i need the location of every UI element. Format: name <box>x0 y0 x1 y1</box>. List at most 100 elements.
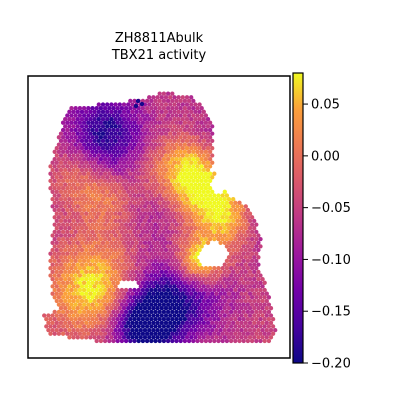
tissue-spot <box>60 324 66 329</box>
tissue-spot <box>128 178 133 184</box>
tissue-spot <box>142 335 148 340</box>
tissue-spot <box>264 327 269 333</box>
tissue-spot <box>69 178 74 184</box>
tissue-spot <box>144 338 150 344</box>
tissue-spot <box>189 182 194 187</box>
tissue-spot <box>86 258 91 264</box>
tissue-spot <box>199 244 204 249</box>
tissue-spot <box>98 280 104 285</box>
tissue-spot <box>195 244 200 249</box>
tissue-spot <box>220 207 225 213</box>
tissue-spot <box>56 244 62 249</box>
tissue-spot <box>245 258 251 264</box>
tissue-spot <box>249 316 255 322</box>
tissue-spot <box>134 146 139 151</box>
tissue-spot <box>180 298 185 304</box>
tissue-spot <box>77 324 83 329</box>
tissue-spot <box>107 338 112 344</box>
tissue-spot <box>247 313 253 318</box>
tissue-spot <box>151 269 156 275</box>
tissue-spot <box>207 207 213 213</box>
tissue-spot <box>184 189 190 194</box>
tissue-spot <box>149 215 154 220</box>
tissue-spot <box>50 320 55 325</box>
tissue-spot <box>205 175 211 180</box>
tissue-spot <box>147 276 152 282</box>
tissue-spot <box>140 215 146 220</box>
tissue-spot <box>119 186 125 191</box>
tissue-spot <box>140 236 146 242</box>
tissue-spot <box>63 269 68 275</box>
tissue-spot <box>98 287 104 293</box>
tissue-spot <box>262 295 267 300</box>
tissue-spot <box>54 240 59 245</box>
tissue-spot <box>144 258 150 264</box>
tissue-spot <box>159 131 164 136</box>
tissue-spot <box>117 327 122 333</box>
tissue-spot <box>94 331 99 336</box>
tissue-spot <box>84 182 89 187</box>
tissue-spot <box>54 291 59 296</box>
tissue-spot <box>86 229 91 235</box>
tissue-spot <box>207 266 213 271</box>
tissue-spot <box>178 251 183 256</box>
tissue-spot <box>140 142 146 147</box>
tissue-spot <box>147 131 152 136</box>
tissue-spot <box>176 204 181 209</box>
tissue-spot <box>233 295 238 300</box>
tissue-spot <box>243 204 248 209</box>
tissue-spot <box>86 280 91 285</box>
tissue-spot <box>182 200 188 205</box>
tissue-spot <box>186 193 192 198</box>
tissue-spot <box>111 156 116 162</box>
tissue-spot <box>174 324 179 329</box>
tissue-spot <box>247 240 253 245</box>
tissue-spot <box>92 276 97 282</box>
tissue-spot <box>165 309 171 315</box>
tissue-spot <box>92 160 97 165</box>
tissue-spot <box>222 226 227 231</box>
tissue-spot <box>111 127 116 133</box>
tissue-spot <box>252 262 257 267</box>
tissue-spot <box>174 236 179 242</box>
tissue-spot <box>207 295 213 300</box>
tissue-spot <box>216 287 221 293</box>
tissue-spot <box>180 160 185 165</box>
tissue-spot <box>134 196 139 202</box>
tissue-spot <box>245 273 251 278</box>
tissue-spot <box>186 178 192 184</box>
tissue-spot <box>107 236 112 242</box>
colorbar-tick-label: 0.05 <box>311 98 340 113</box>
tissue-spot <box>182 207 188 213</box>
tissue-spot <box>178 113 183 118</box>
tissue-spot <box>94 287 99 293</box>
tissue-spot <box>254 244 259 249</box>
tissue-spot <box>71 211 76 216</box>
tissue-spot <box>170 258 175 264</box>
tissue-spot <box>191 338 196 344</box>
tissue-spot <box>58 189 64 194</box>
tissue-spot <box>191 266 196 271</box>
tissue-spot <box>233 316 238 322</box>
tissue-spot <box>130 247 135 253</box>
tissue-spot <box>109 102 114 107</box>
tissue-spot <box>81 171 87 176</box>
tissue-spot <box>157 244 162 249</box>
tissue-spot <box>199 324 204 329</box>
tissue-spot <box>79 146 85 151</box>
tissue-spot <box>102 280 108 285</box>
tissue-spot <box>168 138 173 144</box>
tissue-spot <box>207 156 213 162</box>
tissue-spot <box>79 138 85 144</box>
tissue-spot <box>178 142 183 147</box>
tissue-spot <box>102 295 108 300</box>
tissue-spot <box>94 149 99 154</box>
tissue-spot <box>182 287 188 293</box>
tissue-spot <box>184 131 190 136</box>
tissue-spot <box>260 327 265 333</box>
tissue-spot <box>102 113 108 118</box>
tissue-spot <box>226 211 232 216</box>
tissue-spot <box>123 200 129 205</box>
tissue-spot <box>163 175 169 180</box>
tissue-spot <box>224 266 230 271</box>
